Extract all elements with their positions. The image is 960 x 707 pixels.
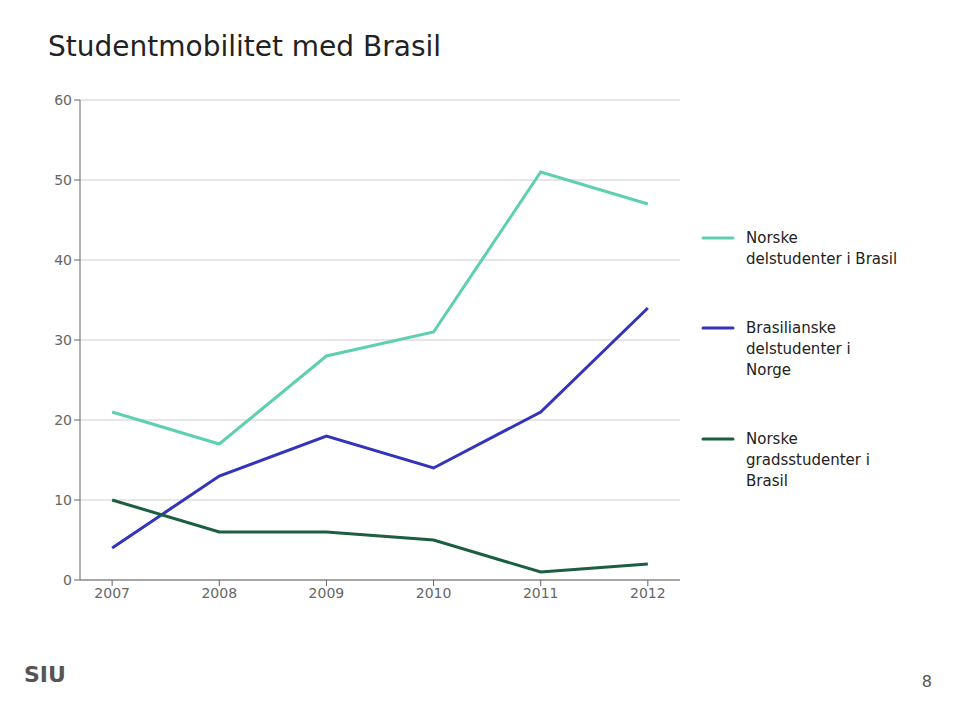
svg-text:2011: 2011 xyxy=(523,585,559,601)
html-text:Brasilianske delstudenter i No: Brasilianske delstudenter i Norge xyxy=(746,319,851,379)
svg-text:2010: 2010 xyxy=(416,585,452,601)
svg-text:0: 0 xyxy=(63,572,72,588)
svg-text:2012: 2012 xyxy=(630,585,666,601)
svg-text:50: 50 xyxy=(54,172,72,188)
html-text:Norske gradsstudenter i Brasil: Norske gradsstudenter i Brasil xyxy=(746,430,870,490)
html-text:Studentmobilitet med Brasil: Studentmobilitet med Brasil xyxy=(48,30,441,63)
html-text:8: 8 xyxy=(921,672,932,691)
svg-text:60: 60 xyxy=(54,92,72,108)
svg-text:2008: 2008 xyxy=(201,585,237,601)
html-text:Norske delstudenter i Brasil: Norske delstudenter i Brasil xyxy=(746,229,898,268)
svg-text:10: 10 xyxy=(54,492,72,508)
html-text:SIU: SIU xyxy=(24,662,66,687)
svg-text:20: 20 xyxy=(54,412,72,428)
svg-text:2009: 2009 xyxy=(309,585,345,601)
svg-text:2007: 2007 xyxy=(94,585,130,601)
svg-text:30: 30 xyxy=(54,332,72,348)
svg-text:40: 40 xyxy=(54,252,72,268)
